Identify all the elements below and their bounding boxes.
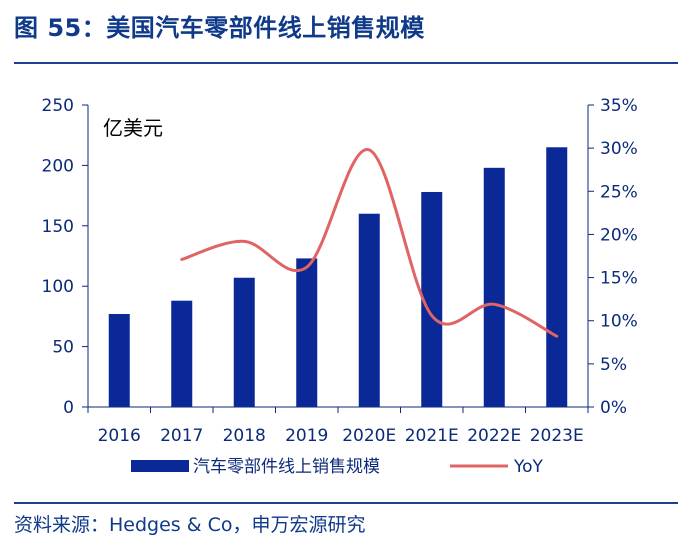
right-axis-tick-label: 0%: [600, 398, 627, 418]
bar-2018: [233, 277, 255, 407]
source-note: 资料来源：Hedges & Co，申万宏源研究: [14, 514, 366, 536]
right-axis-tick-label: 35%: [600, 96, 638, 116]
x-axis-label-2020E: 2020E: [342, 426, 396, 446]
left-axis-tick-label: 200: [42, 156, 74, 176]
x-axis-label-2017: 2017: [160, 426, 203, 446]
bar-2019: [296, 258, 318, 407]
combo-chart: 0 50 100 150 200 250 0% 5% 10% 15% 20% 25% 30% 35% 201…: [42, 96, 638, 477]
bar-2021E: [421, 191, 443, 407]
right-axis-tick-label: 5%: [600, 355, 627, 375]
left-axis-tick-label: 250: [42, 96, 74, 116]
unit-label: 亿美元: [103, 116, 163, 140]
legend-label-bar: 汽车零部件线上销售规模: [193, 457, 380, 477]
legend-swatch-bar: [131, 460, 189, 472]
bar-2017: [171, 300, 193, 407]
source-divider: [14, 502, 678, 504]
bar-2016: [108, 313, 130, 407]
x-axis-label-2022E: 2022E: [467, 426, 521, 446]
bar-2023E: [546, 147, 568, 407]
right-axis-tick-label: 15%: [600, 269, 638, 289]
right-axis-tick-label: 10%: [600, 312, 638, 332]
x-axis-label-2019: 2019: [285, 426, 328, 446]
right-axis-tick-label: 25%: [600, 182, 638, 202]
right-axis-tick-label: 20%: [600, 225, 638, 245]
x-axis-label-2018: 2018: [223, 426, 266, 446]
yoy-line: [180, 148, 559, 338]
left-axis-tick-label: 150: [42, 217, 74, 237]
bar-2020E: [358, 213, 380, 407]
x-axis-label-2023E: 2023E: [530, 426, 584, 446]
figure-title: 图 55：美国汽车零部件线上销售规模: [14, 14, 425, 42]
left-axis-tick-label: 100: [42, 277, 74, 297]
legend-label-line: YoY: [513, 457, 544, 477]
x-axis-label-2016: 2016: [98, 426, 141, 446]
bar-2022E: [483, 167, 505, 407]
left-axis-tick-label: 50: [52, 338, 74, 358]
x-axis-label-2021E: 2021E: [405, 426, 459, 446]
title-divider: [14, 62, 678, 64]
right-axis-tick-label: 30%: [600, 139, 638, 159]
left-axis-tick-label: 0: [63, 398, 74, 418]
